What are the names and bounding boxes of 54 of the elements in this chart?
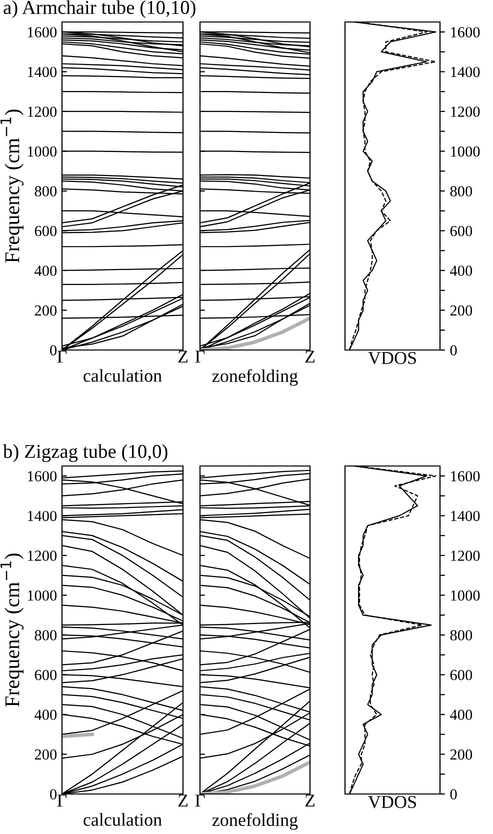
- x-axis-title: VDOS: [368, 796, 416, 808]
- x-tick-label: Z: [178, 794, 188, 807]
- y-tick-label: 0: [50, 345, 57, 356]
- y-axis-title: Frequency (cm$^{−1}$): [0, 110, 24, 263]
- y-tick-label: 200: [450, 305, 472, 316]
- x-tick-label: Z: [178, 350, 188, 363]
- y-tick-label: 0: [450, 789, 457, 800]
- y-tick-label: 1200: [28, 106, 57, 117]
- y-tick-label: 1600: [28, 471, 57, 482]
- x-tick-label: Z: [305, 350, 315, 363]
- x-tick-label: Γ: [57, 794, 67, 807]
- y-tick-label: 0: [450, 345, 457, 356]
- chart-title: b) Zigzag tube (10,0): [3, 444, 168, 462]
- y-tick-label: 1200: [451, 106, 480, 117]
- y-tick-label: 1600: [28, 27, 57, 38]
- y-tick-label: 200: [34, 749, 57, 760]
- x-tick-label: Γ: [195, 794, 205, 807]
- y-tick-label: 1200: [451, 550, 480, 561]
- y-tick-label: 800: [34, 630, 57, 640]
- y-tick-label: 200: [34, 305, 57, 316]
- y-tick-label: 1400: [28, 66, 57, 78]
- y-tick-label: 1000: [451, 146, 480, 157]
- y-tick-label: 800: [450, 186, 472, 196]
- y-tick-label: 1400: [451, 510, 480, 522]
- x-tick-label: Γ: [57, 350, 67, 363]
- y-tick-label: 400: [450, 266, 472, 276]
- x-tick-label: Z: [305, 794, 315, 807]
- x-axis-title: zonefolding: [212, 813, 298, 830]
- y-tick-label: 600: [34, 670, 57, 680]
- y-tick-label: 1000: [28, 146, 57, 157]
- y-axis-title: Frequency (cm$^{−1}$): [0, 554, 24, 707]
- chart-title: a) Armchair tube (10,10): [4, 0, 196, 18]
- y-tick-label: 800: [450, 630, 472, 640]
- y-tick-label: 600: [34, 226, 57, 236]
- y-tick-label: 1400: [28, 510, 57, 522]
- y-tick-label: 1600: [451, 27, 480, 38]
- x-axis-title: calculation: [84, 813, 162, 826]
- y-tick-label: 1200: [28, 550, 57, 561]
- y-tick-label: 1000: [451, 590, 480, 601]
- y-tick-label: 600: [450, 226, 472, 236]
- y-tick-label: 1400: [451, 66, 480, 78]
- y-tick-label: 400: [34, 266, 57, 276]
- y-tick-label: 600: [450, 670, 472, 680]
- x-axis-title: VDOS: [368, 352, 416, 364]
- y-tick-label: 1000: [28, 590, 57, 601]
- y-tick-label: 1600: [451, 471, 480, 482]
- y-tick-label: 400: [450, 710, 472, 720]
- x-tick-label: Γ: [195, 350, 205, 363]
- y-tick-label: 0: [50, 789, 57, 800]
- x-axis-title: calculation: [84, 369, 162, 382]
- x-axis-title: zonefolding: [212, 369, 298, 386]
- y-tick-label: 200: [450, 749, 472, 760]
- y-tick-label: 400: [34, 710, 57, 720]
- y-tick-label: 800: [34, 186, 57, 196]
